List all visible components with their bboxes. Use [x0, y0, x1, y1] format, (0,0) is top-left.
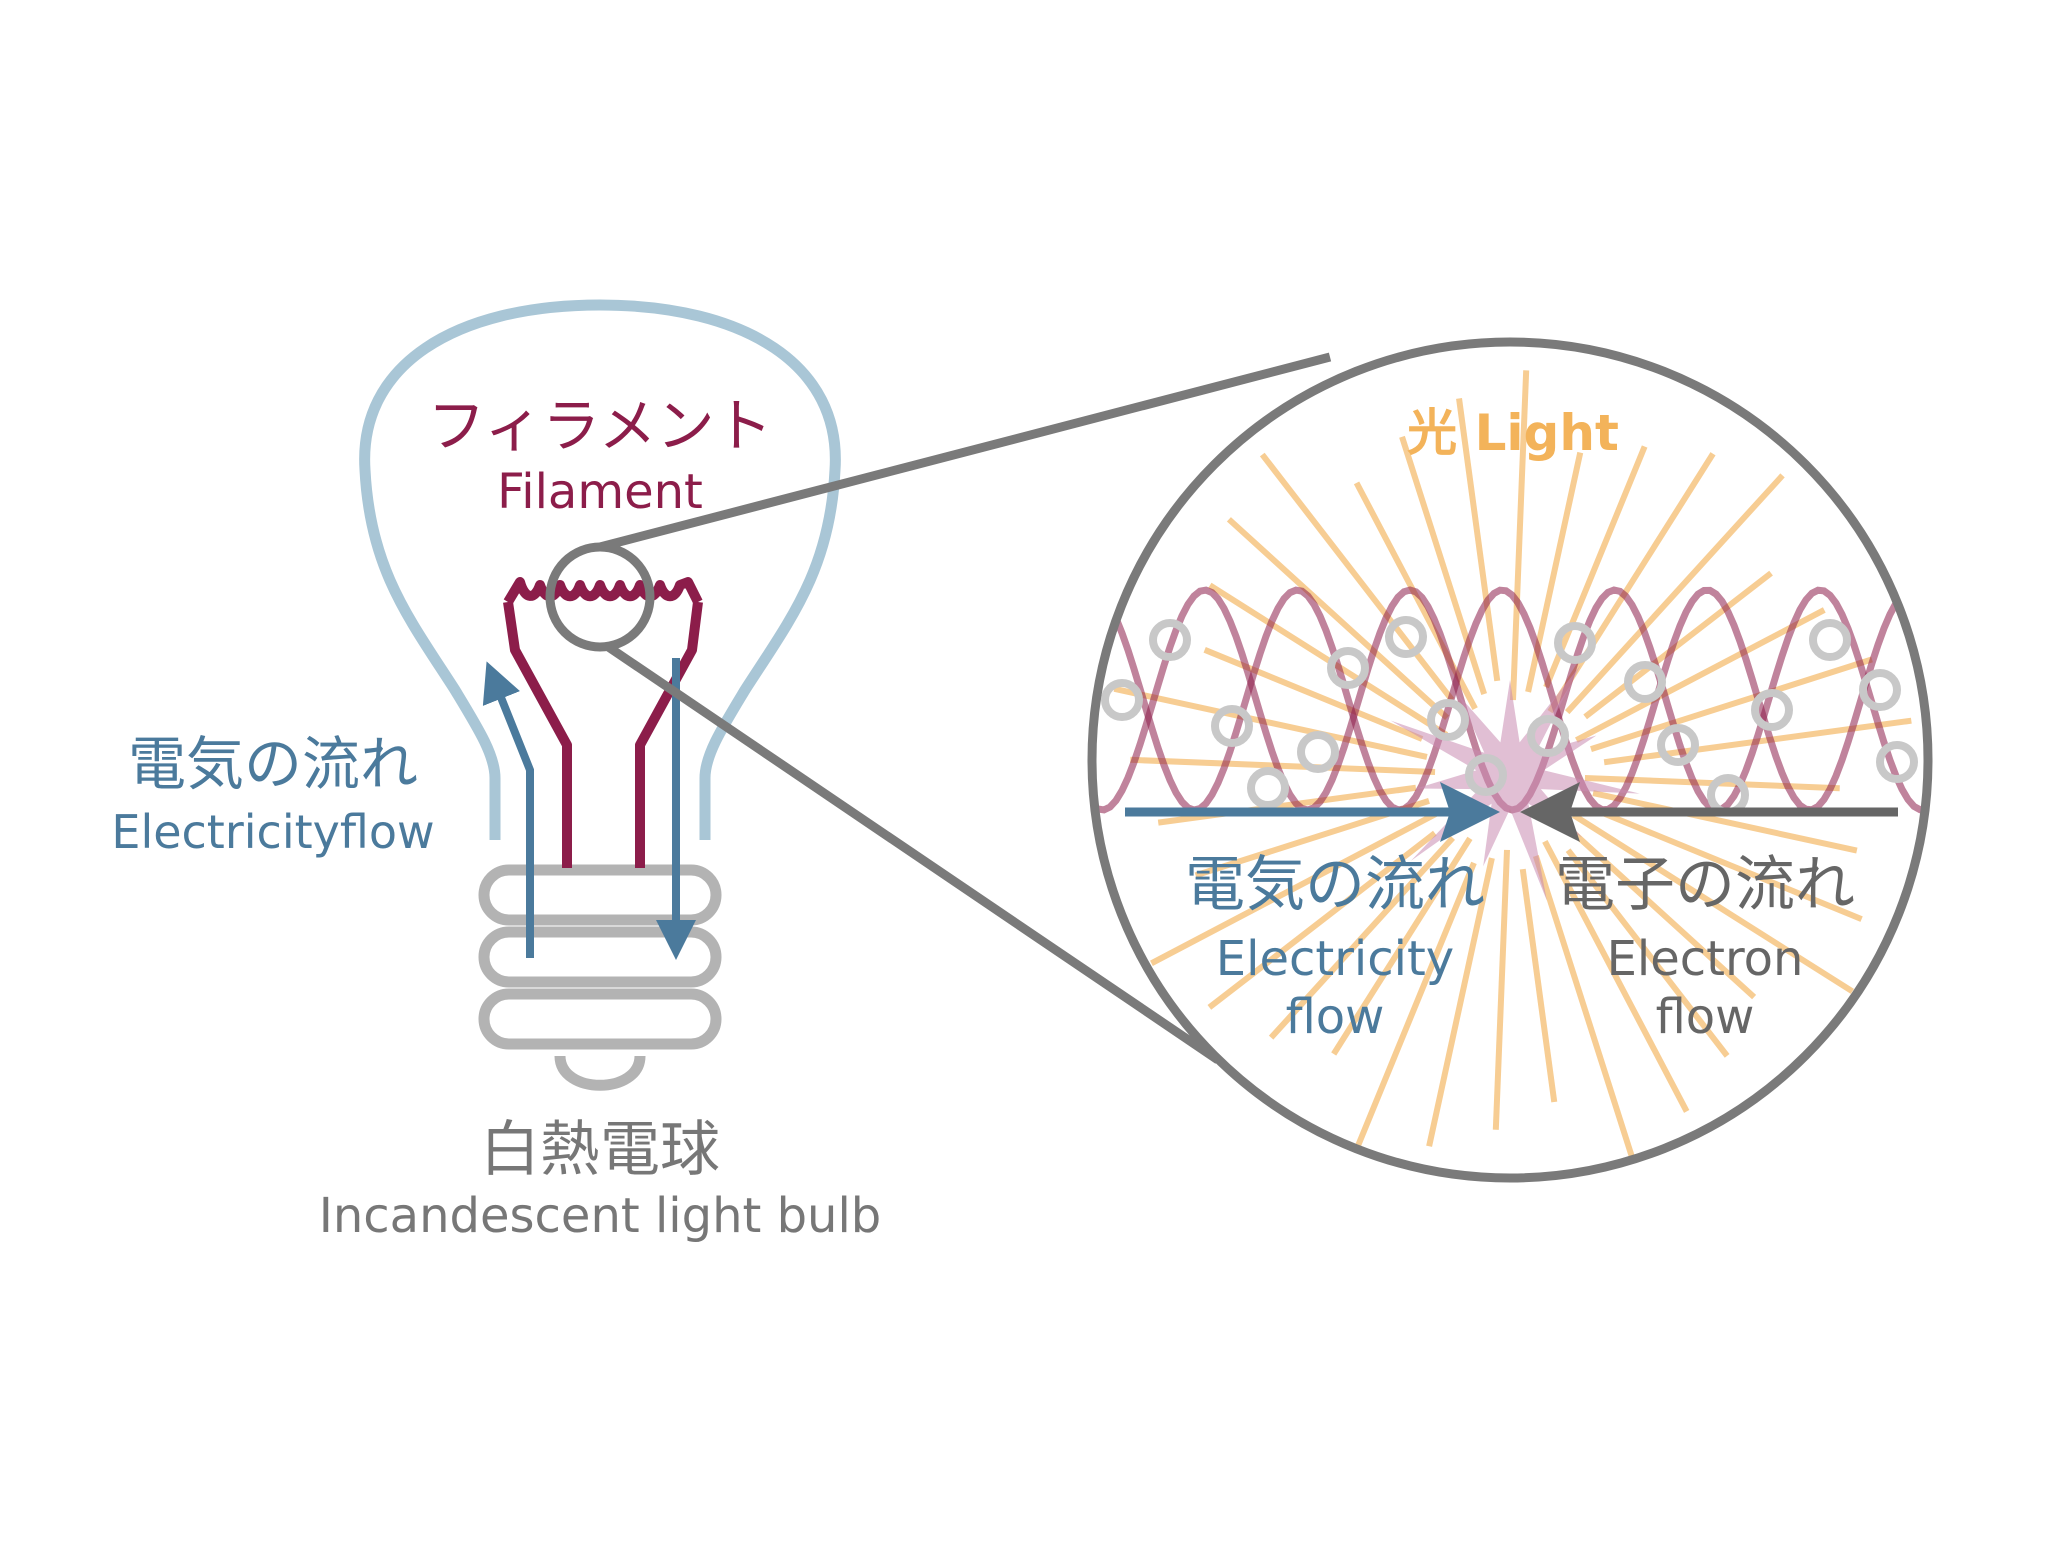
light-ray	[1565, 848, 1730, 1058]
electron-dot	[1751, 689, 1793, 731]
light-ray	[1208, 582, 1449, 738]
electron-dot	[1101, 679, 1143, 721]
electron-dot	[1809, 619, 1851, 661]
zoom-electron-label-ja: 電子の流れ	[1555, 850, 1855, 920]
light-ray	[1456, 398, 1501, 682]
light-ray	[1575, 607, 1826, 743]
light-burst	[1390, 664, 1640, 901]
bulb-label-en: Incandescent light bulb	[319, 1188, 882, 1244]
light-ray	[1583, 570, 1773, 720]
electron-dot	[1427, 699, 1469, 741]
electron-dot	[1327, 647, 1369, 689]
light-ray	[1259, 452, 1455, 702]
light-ray	[1113, 685, 1428, 760]
light-ray	[1590, 656, 1873, 753]
electron-dot	[1211, 705, 1253, 747]
filament-label-ja: フィラメント	[427, 392, 772, 460]
filament-label-en: Filament	[497, 464, 703, 520]
zoom-electricity-label-en-1: Electricity	[1216, 931, 1454, 987]
light-label-en: Light	[1475, 404, 1619, 462]
bulb-electricity-arrows	[482, 658, 696, 960]
bulb-glass	[359, 299, 841, 840]
light-ray	[1592, 790, 1858, 854]
zoom-electricity-arrow	[1125, 782, 1500, 842]
light-ray	[1532, 855, 1637, 1162]
electron-dot	[1465, 754, 1507, 796]
light-ray	[1564, 473, 1785, 715]
electron-dot	[1657, 724, 1699, 766]
light-ray	[1207, 830, 1437, 1010]
zoom-electricity-label-ja: 電気の流れ	[1185, 850, 1485, 920]
zoom-electricity-label-en-2: flow	[1286, 989, 1385, 1045]
light-ray	[1331, 836, 1473, 1056]
light-ray	[1399, 435, 1488, 695]
light-ray	[1130, 756, 1436, 775]
light-ray	[1150, 807, 1445, 966]
bulb-base	[478, 864, 722, 1091]
zoom-connector-lines	[598, 352, 1332, 1064]
zoom-electron-label-en-1: Electron	[1607, 931, 1804, 987]
electron-dot	[1527, 715, 1569, 757]
filament-wave-line	[1092, 586, 1928, 814]
light-ray	[1570, 829, 1757, 1000]
electricity-label-ja: 電気の流れ	[128, 730, 418, 798]
light-label: 光 Light	[1407, 404, 1619, 462]
electron-dot	[1876, 741, 1918, 783]
light-ray	[1492, 849, 1510, 1130]
electron-dot	[1149, 619, 1191, 661]
filament-coil	[503, 577, 703, 605]
bulb-label-ja: 白熱電球	[480, 1115, 720, 1185]
electricity-label-en: Electricityflow	[111, 805, 434, 859]
light-ray	[1426, 857, 1495, 1147]
light-label-ja: 光	[1407, 404, 1457, 462]
light-ray	[1571, 812, 1854, 994]
zoom-view	[1092, 370, 1928, 1162]
light-ray	[1157, 784, 1417, 826]
filament	[503, 577, 703, 868]
light-ray	[1519, 868, 1558, 1103]
light-ray	[1596, 808, 1863, 922]
electron-dot	[1385, 616, 1427, 658]
electron-dot	[1859, 669, 1901, 711]
light-ray	[1542, 840, 1690, 1113]
light-ray	[1268, 835, 1456, 1040]
light-ray	[1510, 370, 1530, 701]
electron-dot	[1247, 767, 1289, 809]
light-ray	[1353, 861, 1477, 1151]
electron-dot	[1624, 661, 1666, 703]
zoom-circle	[1087, 337, 1933, 1183]
light-ray	[1203, 647, 1424, 742]
electron-dot	[1554, 622, 1596, 664]
zoom-electron-arrow	[1520, 782, 1898, 842]
light-ray	[1226, 517, 1450, 721]
light-ray	[1547, 452, 1716, 714]
zoom-electron-label-en-2: flow	[1656, 989, 1755, 1045]
electron-dot	[1297, 731, 1339, 773]
